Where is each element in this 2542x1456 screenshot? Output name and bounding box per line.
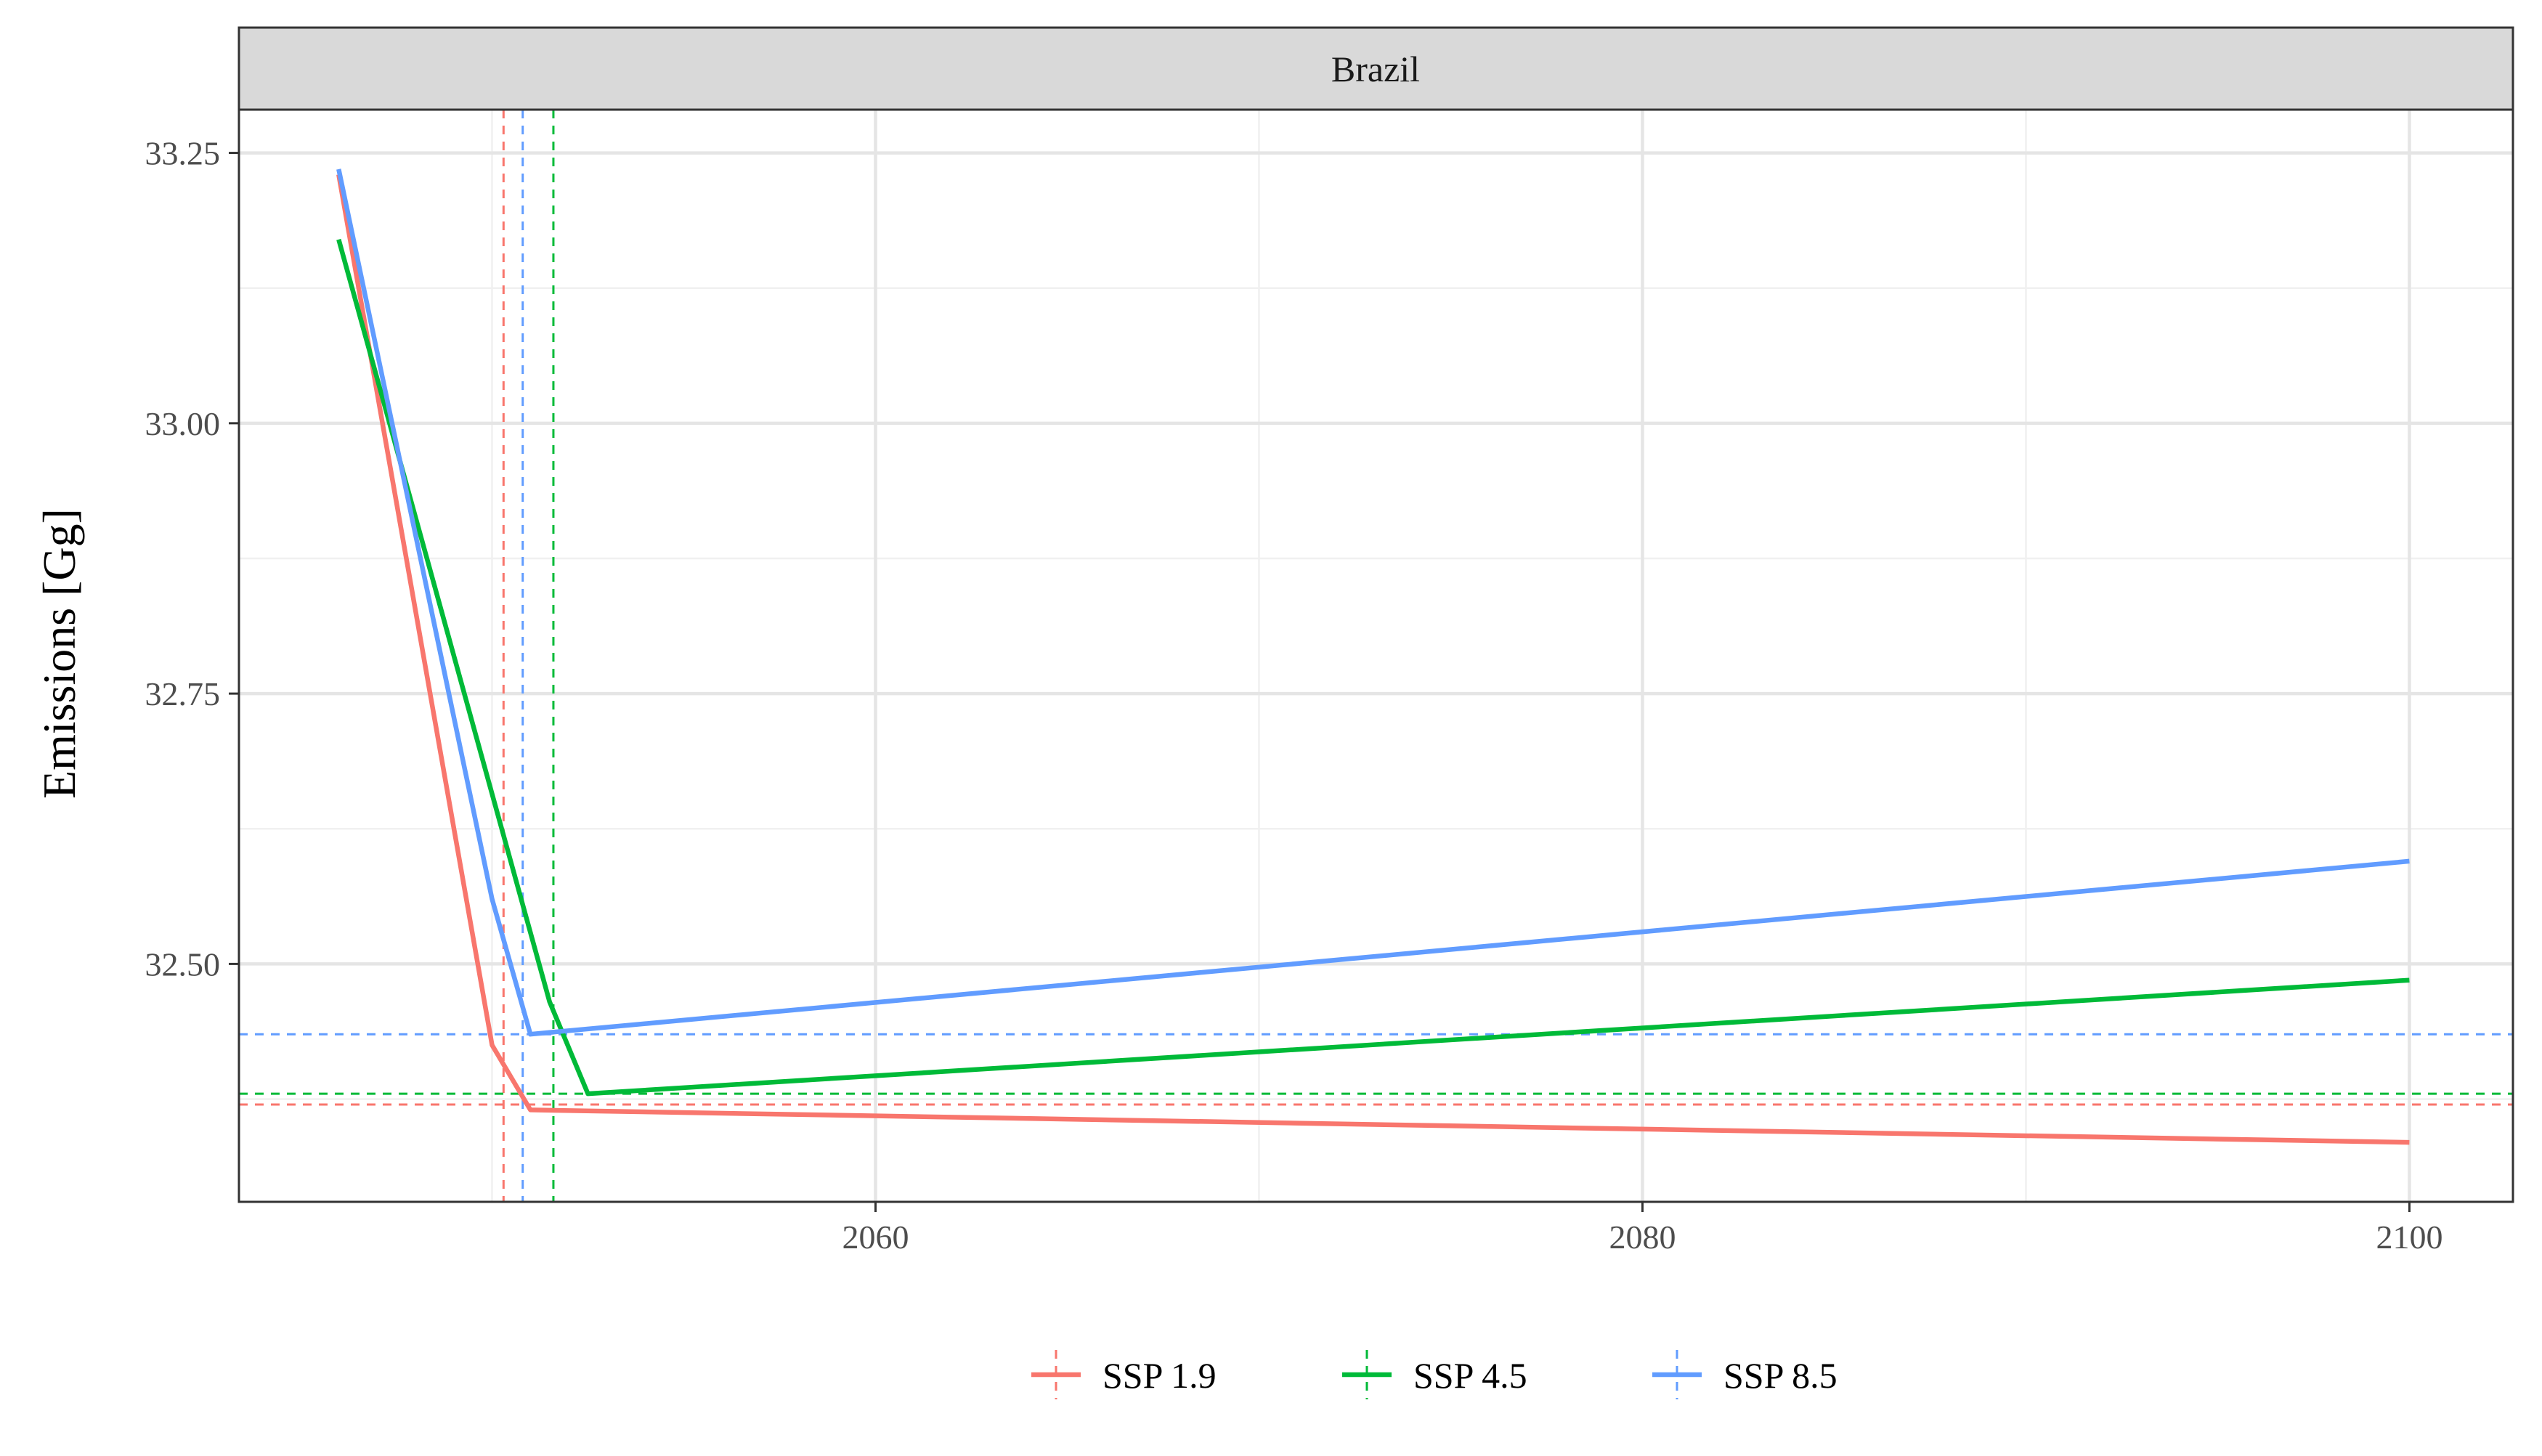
series-lines [336,168,2410,1145]
facet-strip-label: Brazil [1331,49,1420,89]
legend-label: SSP 8.5 [1723,1355,1838,1396]
grid-lines [239,110,2513,1202]
x-tick-label: 2060 [842,1219,909,1256]
series-line-3 [336,168,2410,1037]
y-axis-title: Emissions [Gg] [33,508,85,799]
reference-lines [239,110,2513,1202]
series-line-2 [336,238,2410,1097]
x-tick-label: 2080 [1609,1219,1676,1256]
legend-label: SSP 1.9 [1103,1355,1217,1396]
y-tick-label: 33.00 [145,405,221,442]
legend: SSP 1.9 SSP 4.5 SSP 8.5 [1031,1350,1838,1399]
legend-item-1: SSP 1.9 [1031,1350,1217,1399]
axis-ticks: 2060 2080 2100 32.50 32.75 33.00 33.25 [145,135,2443,1256]
legend-item-3: SSP 8.5 [1652,1350,1838,1399]
legend-item-2: SSP 4.5 [1342,1350,1527,1399]
x-tick-label: 2100 [2376,1219,2442,1256]
y-tick-label: 32.75 [145,675,221,712]
series-line-1 [336,174,2410,1145]
legend-label: SSP 4.5 [1413,1355,1527,1396]
y-tick-label: 33.25 [145,135,221,172]
y-tick-label: 32.50 [145,945,221,983]
plot-panel-border [237,108,2514,1203]
plot-panel [239,110,2513,1202]
facet-strip [237,26,2514,111]
